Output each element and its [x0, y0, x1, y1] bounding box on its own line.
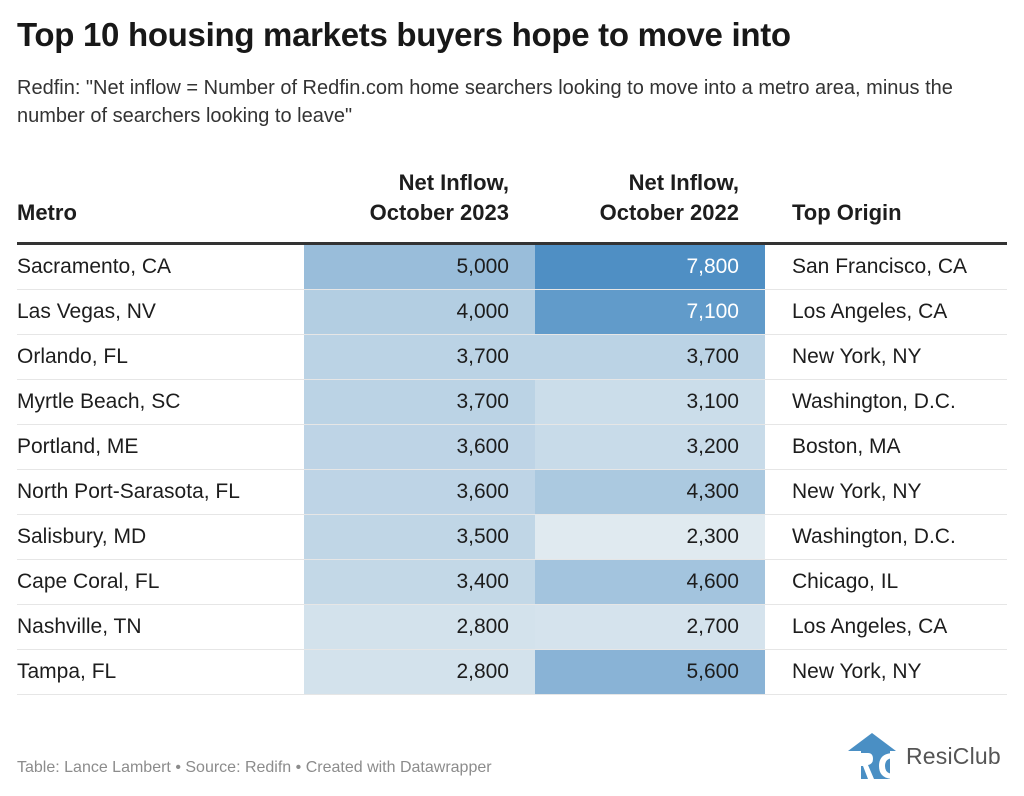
cell-metro: Orlando, FL: [17, 334, 304, 380]
table-row: Orlando, FL 3,700 3,700 New York, NY: [17, 334, 1007, 380]
table-row: Myrtle Beach, SC 3,700 3,100 Washington, D.…: [17, 379, 1007, 425]
header-oct2022[interactable]: Net Inflow, October 2022: [535, 168, 765, 245]
header-oct2022-line2: October 2022: [599, 200, 739, 225]
table-row: Tampa, FL 2,800 5,600 New York, NY: [17, 649, 1007, 695]
cell-top-origin: Washington, D.C.: [765, 514, 1007, 560]
cell-oct2022: 3,200: [535, 424, 765, 470]
table-row: North Port-Sarasota, FL 3,600 4,300 New Yor…: [17, 469, 1007, 515]
header-metro-label: Metro: [17, 200, 77, 225]
cell-oct2022: 2,700: [535, 604, 765, 650]
cell-metro: Sacramento, CA: [17, 243, 304, 290]
cell-oct2023: 3,600: [304, 424, 535, 470]
table-row: Sacramento, CA 5,000 7,800 San Francisco, C…: [17, 243, 1007, 290]
cell-oct2023: 3,700: [304, 379, 535, 425]
cell-oct2023: 4,000: [304, 289, 535, 335]
cell-top-origin: New York, NY: [765, 469, 1007, 515]
resiclub-logo: ResiClub: [846, 731, 1001, 781]
cell-top-origin: New York, NY: [765, 334, 1007, 380]
cell-top-origin: New York, NY: [765, 649, 1007, 695]
table-title: Top 10 housing markets buyers hope to mo…: [17, 16, 791, 53]
cell-metro: Nashville, TN: [17, 604, 304, 650]
cell-top-origin: Los Angeles, CA: [765, 604, 1007, 650]
table-row: Nashville, TN 2,800 2,700 Los Angeles, CA: [17, 604, 1007, 650]
cell-oct2022: 4,600: [535, 559, 765, 605]
cell-metro: Tampa, FL: [17, 649, 304, 695]
cell-metro: Las Vegas, NV: [17, 289, 304, 335]
cell-top-origin: Los Angeles, CA: [765, 289, 1007, 335]
cell-oct2022: 4,300: [535, 469, 765, 515]
cell-top-origin: Boston, MA: [765, 424, 1007, 470]
cell-top-origin: Chicago, IL: [765, 559, 1007, 605]
header-oct2023[interactable]: Net Inflow, October 2023: [304, 168, 535, 245]
cell-oct2022: 7,800: [535, 243, 765, 290]
header-row: Metro Net Inflow, October 2023 Net Inflow…: [17, 168, 1007, 245]
table-row: Las Vegas, NV 4,000 7,100 Los Angeles, CA: [17, 289, 1007, 335]
header-oct2023-line1: Net Inflow,: [398, 170, 509, 195]
cell-oct2023: 3,400: [304, 559, 535, 605]
table-row: Portland, ME 3,600 3,200 Boston, MA: [17, 424, 1007, 470]
cell-oct2022: 2,300: [535, 514, 765, 560]
cell-top-origin: San Francisco, CA: [765, 243, 1007, 290]
cell-oct2023: 5,000: [304, 243, 535, 290]
cell-oct2022: 3,100: [535, 379, 765, 425]
cell-oct2022: 3,700: [535, 334, 765, 380]
cell-oct2023: 3,600: [304, 469, 535, 515]
cell-oct2023: 3,700: [304, 334, 535, 380]
table-subtitle: Redfin: "Net inflow = Number of Redfin.c…: [17, 77, 953, 127]
cell-metro: Portland, ME: [17, 424, 304, 470]
cell-metro: Cape Coral, FL: [17, 559, 304, 605]
logo-text: ResiClub: [906, 742, 1001, 769]
cell-oct2023: 2,800: [304, 604, 535, 650]
table-row: Cape Coral, FL 3,400 4,600 Chicago, IL: [17, 559, 1007, 605]
cell-oct2023: 3,500: [304, 514, 535, 560]
cell-metro: Salisbury, MD: [17, 514, 304, 560]
header-top-origin-label: Top Origin: [792, 200, 902, 225]
cell-metro: North Port-Sarasota, FL: [17, 469, 304, 515]
header-oct2022-line1: Net Inflow,: [628, 170, 739, 195]
table-row: Salisbury, MD 3,500 2,300 Washington, D.C.: [17, 514, 1007, 560]
cell-metro: Myrtle Beach, SC: [17, 379, 304, 425]
cell-top-origin: Washington, D.C.: [765, 379, 1007, 425]
cell-oct2022: 7,100: [535, 289, 765, 335]
footer-credits: Table: Lance Lambert • Source: Redifn • …: [17, 759, 492, 776]
cell-oct2022: 5,600: [535, 649, 765, 695]
resiclub-house-logo-icon: [848, 733, 896, 779]
inflow-table: Metro Net Inflow, October 2023 Net Inflow…: [17, 168, 1007, 695]
header-top-origin[interactable]: Top Origin: [765, 168, 1007, 245]
table-body: Sacramento, CA 5,000 7,800 San Francisco, C…: [17, 243, 1007, 695]
header-oct2023-line2: October 2023: [369, 200, 509, 225]
cell-oct2023: 2,800: [304, 649, 535, 695]
header-metro[interactable]: Metro: [17, 168, 304, 245]
